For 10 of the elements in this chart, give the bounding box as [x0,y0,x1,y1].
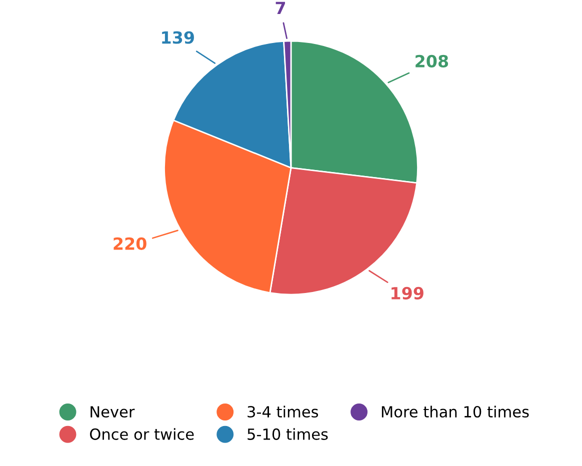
data-label: 139 [162,31,194,44]
legend-label: Once or twice [90,428,194,440]
data-label: 199 [392,286,424,300]
legend-label: Never [90,406,135,418]
data-label: 7 [276,2,285,14]
legend-label: More than 10 times [382,406,529,418]
data-label: 208 [416,54,448,68]
legend-label: 3-4 times [248,406,318,418]
data-label: 220 [114,237,146,250]
legend-label: 5-10 times [248,428,328,440]
